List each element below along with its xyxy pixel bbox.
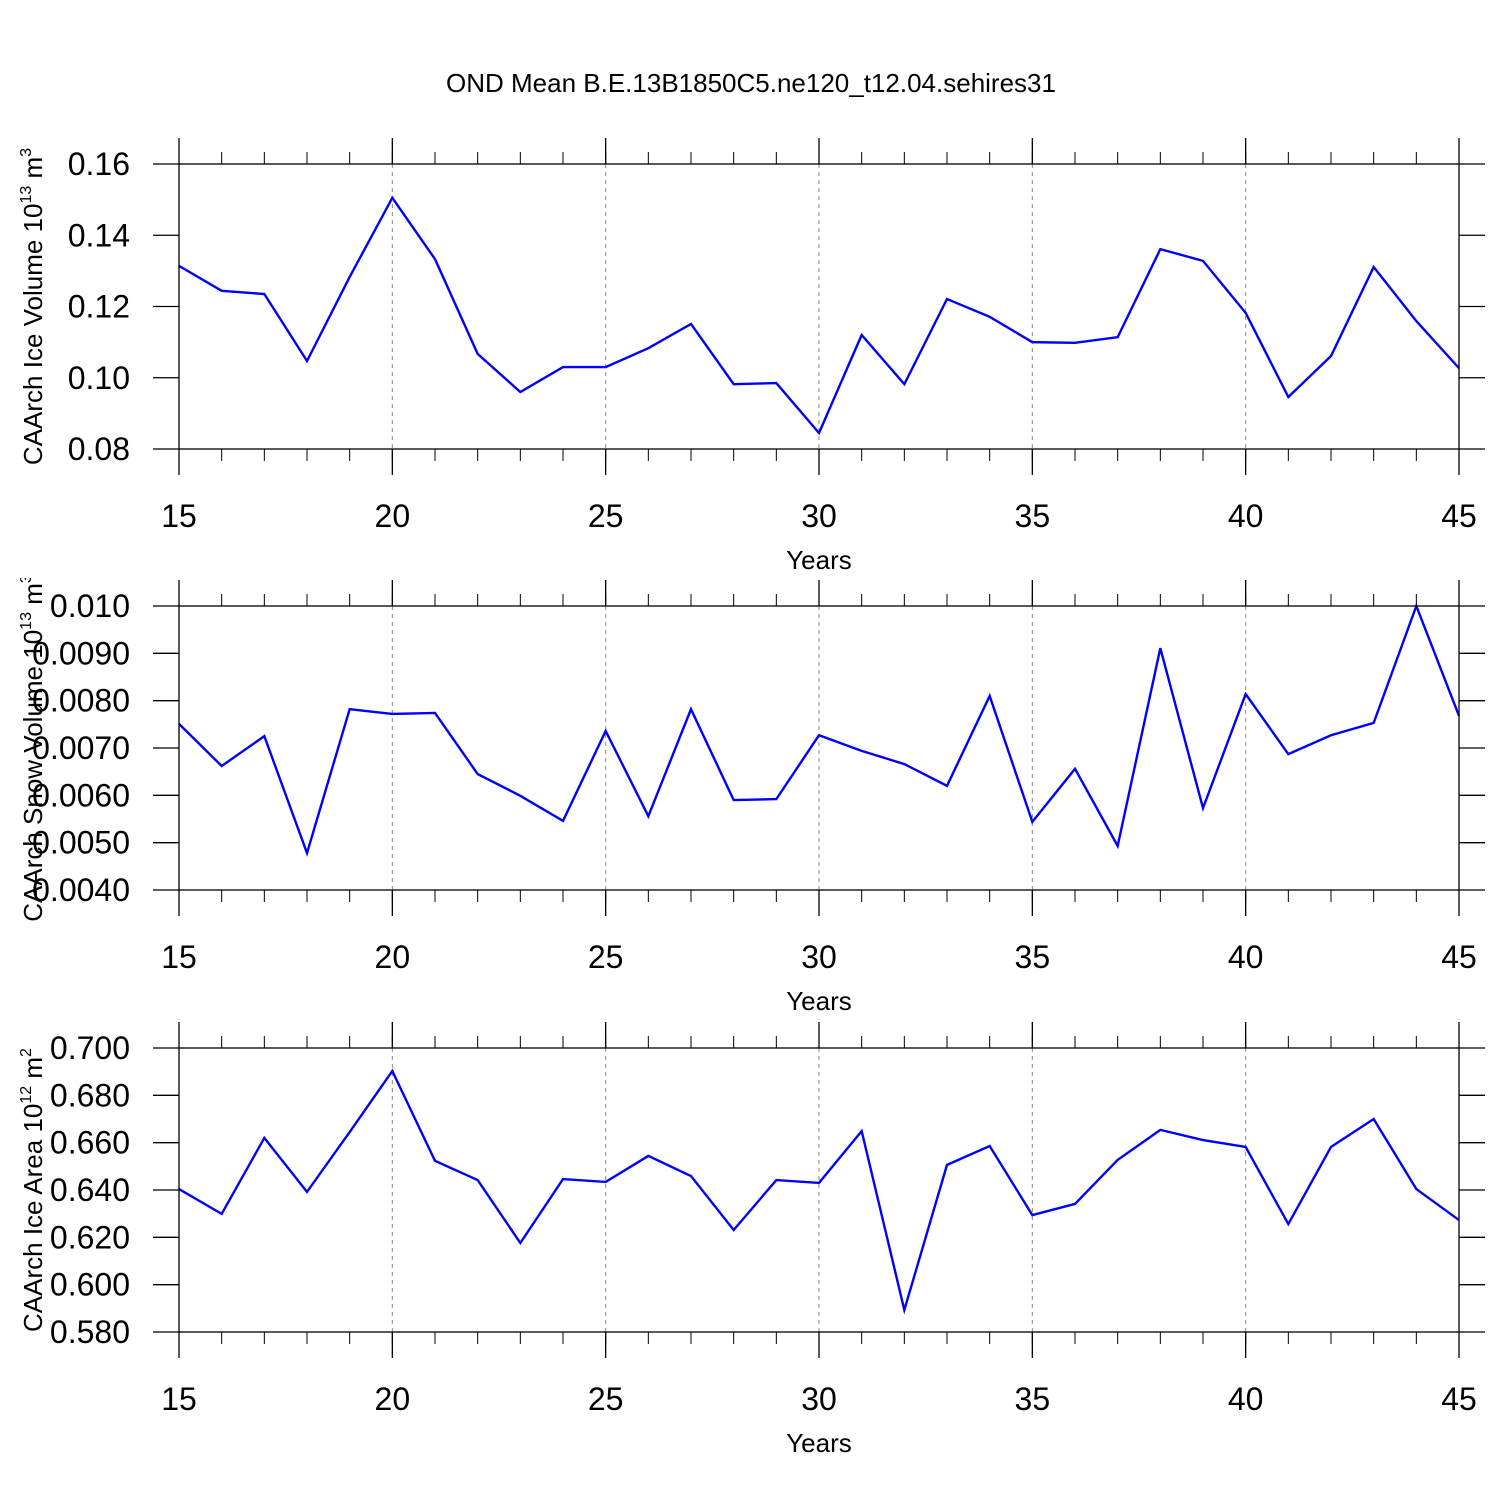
- x-tick-label: 35: [1015, 939, 1051, 975]
- x-tick-label: 35: [1015, 1381, 1051, 1417]
- x-tick-label: 35: [1015, 498, 1051, 534]
- y-tick-label: 0.08: [68, 431, 130, 467]
- x-tick-label: 25: [588, 498, 624, 534]
- x-tick-label: 25: [588, 1381, 624, 1417]
- x-axis-label: Years: [786, 1428, 852, 1458]
- x-tick-label: 15: [161, 939, 197, 975]
- y-tick-label: 0.14: [68, 217, 130, 253]
- y-tick-label: 0.660: [50, 1125, 130, 1161]
- y-tick-label: 0.680: [50, 1077, 130, 1113]
- x-tick-label: 15: [161, 498, 197, 534]
- y-axis-label: CAArch Ice Area 1012 m2: [18, 1048, 48, 1332]
- data-line: [178, 195, 1460, 436]
- y-axis-label: CAArch Snow Volume 1013 m3: [18, 574, 48, 922]
- x-tick-label: 40: [1228, 1381, 1264, 1417]
- y-tick-label: 0.580: [50, 1314, 130, 1350]
- panel: 15 20 25 30 35 40 45 0.0040 0.0050 0.0060 0.0070 0.…: [18, 574, 1485, 1016]
- y-axis-label-superscript: 13: [18, 186, 35, 204]
- panel: 15 20 25 30 35 40 45 0.08 0.12 0.14 0.16 0.10 Years C…: [18, 138, 1485, 575]
- y-tick-label: 0.0070: [32, 730, 130, 766]
- y-axis-label-part: CAArch Ice Area 10: [18, 1104, 48, 1332]
- x-tick-label: 20: [375, 498, 411, 534]
- x-tick-label: 45: [1441, 498, 1477, 534]
- y-tick-label: 0.700: [50, 1030, 130, 1066]
- y-tick-label: 0.12: [68, 289, 130, 325]
- x-tick-label: 40: [1228, 939, 1264, 975]
- y-tick-label: 0.640: [50, 1172, 130, 1208]
- figure-title: OND Mean B.E.13B1850C5.ne120_t12.04.sehi…: [446, 68, 1056, 98]
- data-line: [178, 602, 1461, 857]
- y-tick-label: 0.620: [50, 1219, 130, 1255]
- y-tick-label: 0.16: [68, 146, 130, 182]
- y-axis-label-part: m: [18, 157, 48, 186]
- y-tick-label: 0.600: [50, 1267, 130, 1303]
- y-axis-label-superscript: 12: [18, 1086, 35, 1104]
- y-tick-label: 0.10: [68, 360, 130, 396]
- x-tick-label: 30: [801, 498, 837, 534]
- y-tick-label: 0.0060: [32, 777, 130, 813]
- y-axis-label-part: m: [18, 1057, 48, 1086]
- x-tick-label: 20: [375, 939, 411, 975]
- x-tick-label: 20: [375, 1381, 411, 1417]
- x-axis-label: Years: [786, 986, 852, 1016]
- x-tick-label: 30: [801, 1381, 837, 1417]
- y-axis-label-part: CAArch Ice Volume 10: [18, 204, 48, 466]
- y-tick-label: 0.010: [50, 588, 130, 624]
- x-tick-label: 45: [1441, 939, 1477, 975]
- x-tick-label: 40: [1228, 498, 1264, 534]
- y-axis-label: CAArch Ice Volume 1013 m3: [18, 148, 48, 465]
- x-tick-label: 45: [1441, 1381, 1477, 1417]
- y-axis-label-part: m: [18, 583, 48, 612]
- y-tick-label: 0.0050: [32, 825, 130, 861]
- data-line: [178, 1068, 1460, 1315]
- y-axis-label-group: CAArch Ice Volume 1013 m3: [18, 148, 48, 465]
- y-tick-label: 0.0080: [32, 683, 130, 719]
- x-tick-label: 25: [588, 939, 624, 975]
- y-tick-label: 0.0090: [32, 635, 130, 671]
- y-axis-label-group: CAArch Ice Area 1012 m2: [18, 1048, 48, 1332]
- y-axis-label-part: CAArch Snow Volume 10: [18, 630, 48, 922]
- y-axis-label-superscript: 2: [18, 1048, 35, 1057]
- x-axis-label: Years: [786, 545, 852, 575]
- y-axis-label-superscript: 3: [18, 148, 35, 157]
- y-axis-label-superscript: 13: [18, 612, 35, 630]
- y-axis-label-superscript: 3: [18, 574, 35, 583]
- x-tick-label: 30: [801, 939, 837, 975]
- panel: 15 20 25 30 35 40 45 0.580 0.600 0.620 0.640 0.660 0…: [18, 1022, 1485, 1458]
- x-tick-label: 15: [161, 1381, 197, 1417]
- y-tick-label: 0.0040: [32, 872, 130, 908]
- y-axis-label-group: CAArch Snow Volume 1013 m3: [18, 574, 48, 922]
